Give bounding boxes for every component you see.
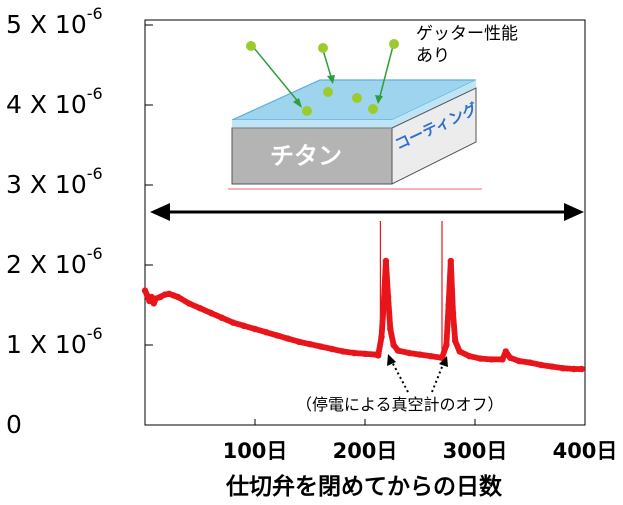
- y-tick-label: 4 X 10-6: [6, 84, 103, 119]
- getter-annotation-line2: あり: [416, 46, 450, 66]
- titanium-label: チタン: [270, 142, 342, 170]
- x-tick-label: 300日: [443, 439, 508, 463]
- outage-annotation: （停電による真空計のオフ）: [296, 395, 504, 414]
- y-tick-exponent: -6: [87, 244, 103, 263]
- x-axis-ticks: 100日 200日 300日 400日: [223, 419, 618, 463]
- x-axis-label: 仕切弁を閉めてからの日数: [225, 473, 503, 500]
- y-tick-exponent: -6: [87, 4, 103, 23]
- x-tick-label: 200日: [333, 439, 398, 463]
- y-tick-label: 1 X 10-6: [6, 324, 103, 359]
- y-axis-ticks: 0 1 X 10-6 2 X 10-6 3 X 10-6 4 X 10-6 5 X 10-…: [6, 4, 153, 439]
- data-points: [141, 257, 585, 373]
- x-tick-label: 100日: [223, 439, 288, 463]
- getter-annotation-line1: ゲッター性能: [416, 24, 518, 44]
- outage-arrows: [387, 354, 448, 393]
- titanium-block-illustration: チタン コーティング: [228, 39, 482, 190]
- y-tick-label: 5 X 10-6: [6, 4, 103, 39]
- y-tick-exponent: -6: [87, 164, 103, 183]
- y-tick-exponent: -6: [87, 324, 103, 343]
- y-tick-exponent: -6: [87, 84, 103, 103]
- double-arrow: [150, 203, 584, 221]
- getter-particles: [246, 39, 399, 116]
- x-tick-label: 400日: [553, 439, 618, 463]
- y-tick-label: 0: [6, 410, 22, 439]
- data-point: [578, 365, 585, 373]
- y-tick-label: 2 X 10-6: [6, 244, 103, 279]
- y-tick-label: 3 X 10-6: [6, 164, 103, 199]
